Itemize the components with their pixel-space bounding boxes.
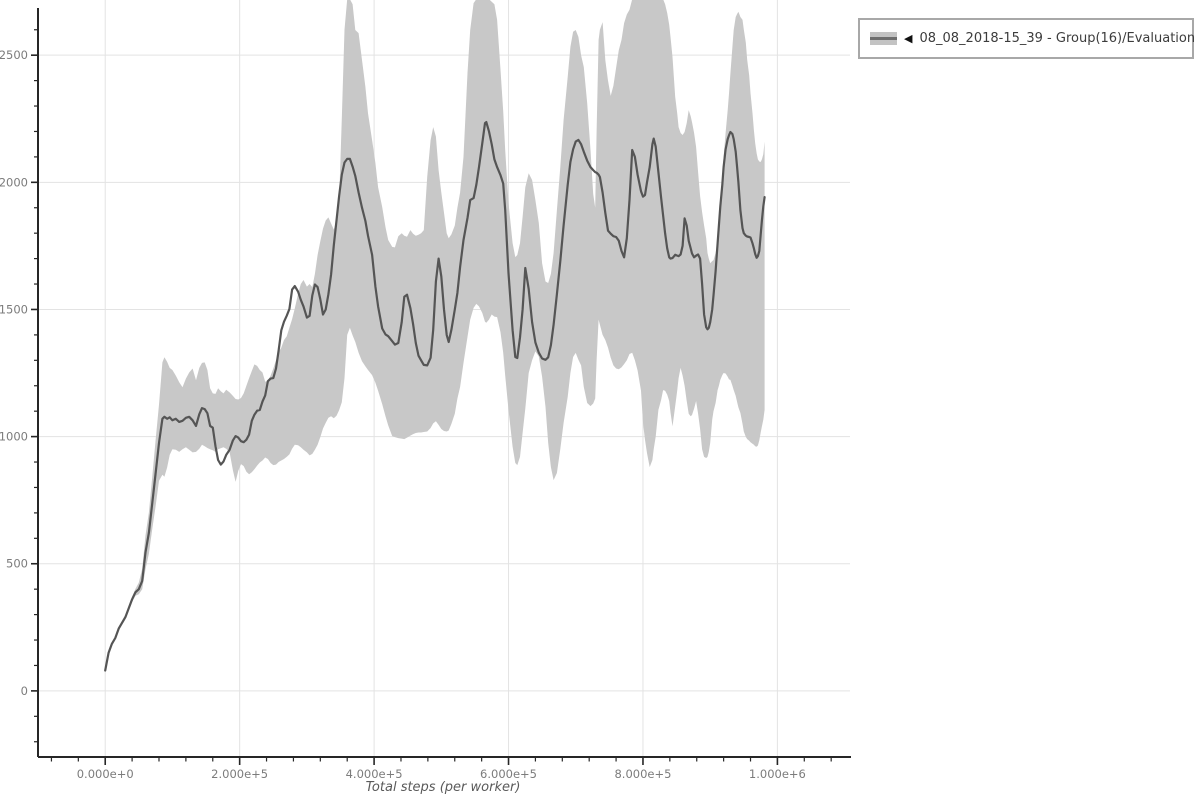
y-tick-label: 1500 xyxy=(0,302,28,316)
tick-labels: 0 500 1000 1500 2000 2500 0.000e+0 2.000e+5 4.00… xyxy=(0,48,806,781)
std-band-layer xyxy=(105,0,765,671)
legend[interactable]: ◀ 08_08_2018-15_39 - Group(16)/Evaluatio… xyxy=(858,18,1200,59)
x-tick-label: 6.000e+5 xyxy=(480,767,537,781)
x-tick-label: 4.000e+5 xyxy=(346,767,403,781)
x-tick-label: 2.000e+5 xyxy=(211,767,268,781)
mean-line-layer xyxy=(104,121,766,672)
y-tick-label: 1000 xyxy=(0,430,28,444)
y-tick-label: 0 xyxy=(21,684,28,698)
axes xyxy=(31,8,851,765)
y-tick-label: 2500 xyxy=(0,48,28,62)
x-tick-label: 1.000e+6 xyxy=(749,767,806,781)
legend-collapse-arrow-icon[interactable]: ◀ xyxy=(904,32,913,45)
x-tick-label: 8.000e+5 xyxy=(614,767,671,781)
x-axis-title: Total steps (per worker) xyxy=(365,780,521,795)
x-tick-label: 0.000e+0 xyxy=(77,767,134,781)
legend-band-swatch-icon xyxy=(870,32,897,45)
std-band xyxy=(105,0,765,671)
legend-series-label: 08_08_2018-15_39 - Group(16)/Evaluation … xyxy=(919,31,1200,46)
y-tick-label: 2000 xyxy=(0,175,28,189)
y-tick-label: 500 xyxy=(6,557,28,571)
mean-line xyxy=(104,121,766,672)
